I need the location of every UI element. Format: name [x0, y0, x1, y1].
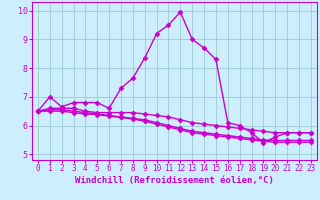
X-axis label: Windchill (Refroidissement éolien,°C): Windchill (Refroidissement éolien,°C) — [75, 176, 274, 185]
